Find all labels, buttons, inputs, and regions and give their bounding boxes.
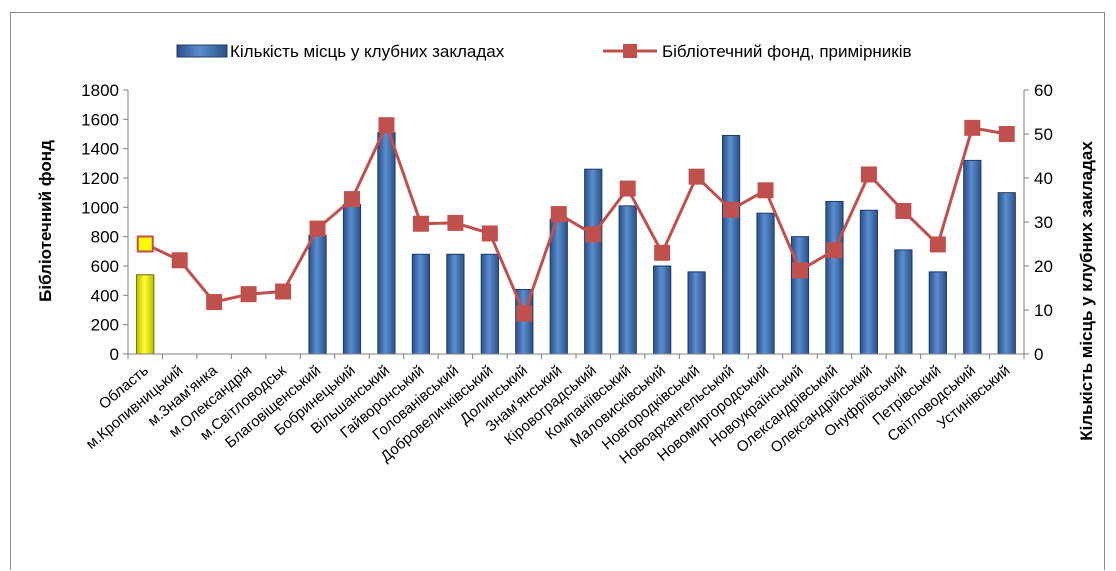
- bar: [963, 159, 982, 355]
- bar: [687, 271, 706, 355]
- bar: [549, 218, 568, 355]
- line-point: [792, 262, 808, 279]
- bar: [859, 209, 879, 355]
- line-point: [481, 225, 498, 242]
- right-tick-label: 50: [1034, 125, 1053, 144]
- line-point: [516, 305, 533, 322]
- legend-bar-swatch: [176, 44, 228, 58]
- left-tick-label: 1000: [81, 198, 119, 217]
- line-point: [826, 242, 843, 259]
- right-tick-label: 40: [1034, 169, 1053, 188]
- line-point: [723, 201, 740, 218]
- legend-line-marker: [623, 44, 637, 58]
- bar: [928, 271, 947, 355]
- bar: [894, 249, 913, 355]
- bar: [618, 205, 637, 355]
- right-tick-label: 0: [1034, 345, 1043, 364]
- line-point: [619, 180, 636, 197]
- left-tick-label: 400: [91, 286, 119, 305]
- line-point: [275, 283, 292, 300]
- right-tick-label: 30: [1034, 213, 1053, 232]
- plot-area: 0 200 400 600 800 1000 1200 1400 1600 1800 0 10 20 30…: [81, 81, 1053, 468]
- left-tick-label: 1200: [81, 169, 119, 188]
- bar: [721, 134, 741, 355]
- bar: [377, 132, 396, 355]
- chart-frame: Кількість місць у клубних закладах Біблі…: [10, 12, 1105, 570]
- line-point: [309, 220, 326, 237]
- line-point: [688, 168, 705, 185]
- bar: [308, 234, 327, 355]
- right-tick-label: 10: [1034, 301, 1053, 320]
- combo-chart: Кількість місць у клубних закладах Біблі…: [36, 42, 1096, 468]
- bar: [136, 274, 155, 355]
- right-axis-title: Кількість місць у клубних закладах: [1077, 141, 1096, 441]
- bar: [411, 253, 431, 355]
- left-tick-label: 200: [91, 316, 119, 335]
- legend: Кількість місць у клубних закладах Біблі…: [176, 42, 912, 61]
- line-point: [757, 182, 774, 199]
- left-tick-label: 1800: [81, 81, 119, 100]
- line-point: [929, 236, 946, 253]
- bar: [653, 265, 672, 355]
- line-series: [144, 123, 1008, 316]
- line-point: [585, 226, 602, 243]
- line-point: [895, 203, 912, 219]
- left-tick-label: 1400: [81, 140, 119, 159]
- line-point: [998, 126, 1015, 142]
- line-point: [654, 244, 671, 261]
- right-tick-label: 20: [1034, 257, 1053, 276]
- line-point: [378, 117, 395, 134]
- bar: [342, 203, 362, 355]
- bar: [825, 200, 844, 355]
- legend-bar-label: Кількість місць у клубних закладах: [230, 42, 505, 61]
- bar: [480, 253, 499, 355]
- left-tick-label: 600: [91, 257, 119, 276]
- bar: [446, 253, 465, 355]
- line-point: [171, 252, 188, 269]
- line-point: [447, 214, 464, 231]
- legend-line-label: Бібліотечний фонд, примірників: [662, 42, 912, 61]
- bar: [756, 212, 775, 355]
- line-point: [206, 294, 223, 311]
- bar: [584, 168, 603, 355]
- line-point: [860, 166, 877, 183]
- line-point: [240, 286, 257, 303]
- line-point: [550, 206, 567, 223]
- line-point: [412, 215, 429, 232]
- line-point: [964, 119, 981, 136]
- left-tick-label: 1600: [81, 110, 119, 129]
- left-tick-label: 0: [110, 345, 119, 364]
- right-tick-label: 60: [1034, 81, 1053, 100]
- line-point: [136, 235, 154, 253]
- left-tick-label: 800: [91, 228, 119, 247]
- bar: [997, 192, 1016, 355]
- left-axis-title: Бібліотечний фонд: [36, 140, 55, 302]
- line-point: [344, 191, 360, 208]
